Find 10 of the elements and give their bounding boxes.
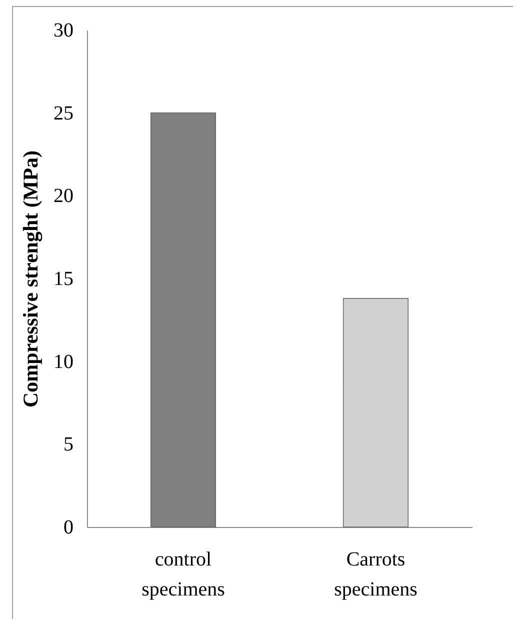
y-axis-title: Compressive strenght (MPa): [18, 150, 42, 408]
y-tick-label: 10: [54, 350, 74, 373]
y-tick-label: 20: [54, 185, 74, 208]
x-tick-label: control specimens: [142, 548, 226, 600]
x-tick-label: Carrots specimens: [334, 548, 418, 600]
y-tick-label: 25: [54, 102, 74, 124]
y-tick-label: 0: [64, 516, 74, 538]
y-tick-label: 15: [54, 268, 74, 290]
y-tick-label: 5: [64, 434, 74, 456]
y-tick-label: 30: [54, 20, 74, 42]
